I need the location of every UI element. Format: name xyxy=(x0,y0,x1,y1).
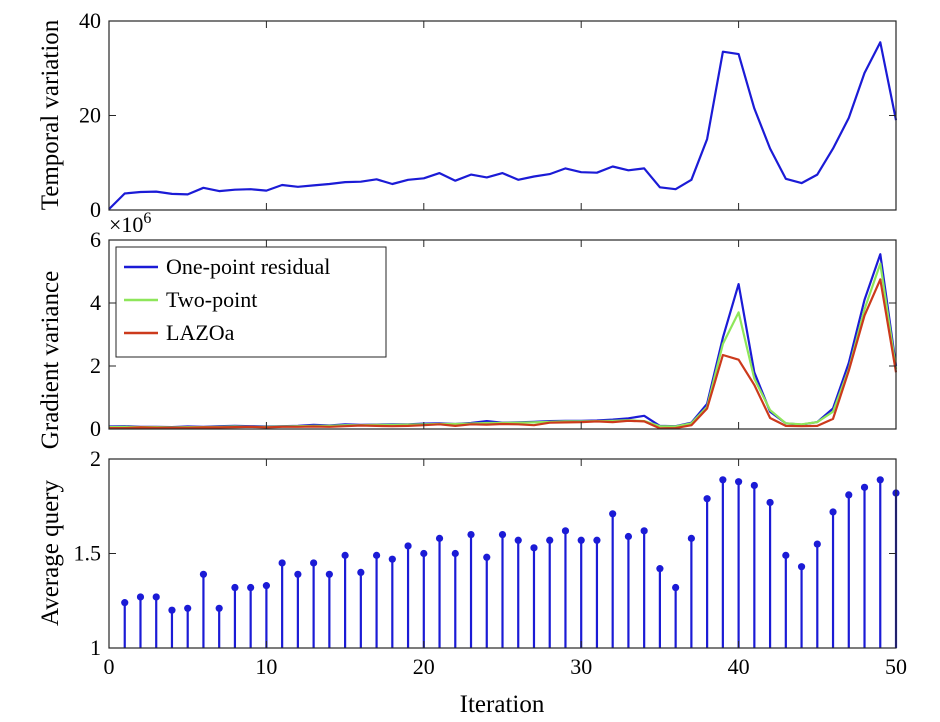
stem-marker xyxy=(609,510,617,518)
x-tick-label: 30 xyxy=(570,654,592,679)
stem-marker xyxy=(577,536,585,544)
stem-marker xyxy=(672,583,680,592)
y-tick-label: 1 xyxy=(90,635,101,660)
stem-marker xyxy=(325,570,333,578)
stem-marker xyxy=(703,495,711,503)
legend-label-lazoa: LAZOa xyxy=(166,320,235,345)
stem-marker xyxy=(514,536,522,544)
average-query-plot xyxy=(121,476,900,648)
x-axis-label: Iteration xyxy=(460,691,545,718)
x-tick-label: 20 xyxy=(413,654,435,679)
stem-marker xyxy=(546,536,554,544)
average-query-panel: 11.520 10 20 30 40 50 Average query Iteration xyxy=(37,446,907,718)
temporal-variation-line xyxy=(108,41,898,210)
legend-box xyxy=(115,246,387,358)
stem-marker xyxy=(184,604,192,612)
stem-marker xyxy=(640,527,648,535)
stem-marker xyxy=(247,583,255,592)
stem-marker xyxy=(136,593,145,601)
x-tick-label: 40 xyxy=(728,654,750,679)
y-tick-label: 2 xyxy=(90,446,101,471)
stem-marker xyxy=(121,599,129,607)
gradient-variance-axes xyxy=(108,239,897,430)
temporal-variation-plot xyxy=(108,41,898,210)
stem-marker xyxy=(735,478,743,486)
stem-marker xyxy=(357,568,365,577)
exponent-power: 6 xyxy=(143,210,151,227)
stem-marker xyxy=(561,527,570,535)
y-tick-label: 2 xyxy=(90,353,101,378)
stem-marker xyxy=(404,542,412,550)
y-tick-label: 1.5 xyxy=(74,541,102,566)
gradient-variance-ylabel: Gradient variance xyxy=(37,271,64,449)
stem-marker xyxy=(199,570,208,578)
stem-marker xyxy=(278,559,286,567)
temporal-variation-axes xyxy=(108,20,897,211)
stem-marker xyxy=(467,531,475,539)
temporal-variation-ylabel: Temporal variation xyxy=(37,19,64,210)
legend: One-point residual Two-point LAZOa xyxy=(115,246,387,358)
stem-marker xyxy=(624,532,633,541)
gradient-variance-plot xyxy=(108,253,898,430)
average-query-ylabel: Average query xyxy=(37,480,64,626)
series-line-lazoa xyxy=(109,278,898,430)
gradient-variance-ticks: 0 2 4 6 xyxy=(90,227,897,441)
y-tick-label: 20 xyxy=(79,103,101,128)
y-tick-label: 40 xyxy=(79,8,101,33)
stem-marker xyxy=(593,536,601,544)
average-query-ticks: 11.520 10 20 30 40 50 xyxy=(74,446,908,679)
stem-marker xyxy=(388,555,396,563)
stem-marker xyxy=(845,491,853,499)
stem-marker xyxy=(797,563,806,571)
stem-marker xyxy=(152,593,160,601)
temporal-variation-panel: 0 20 40 Temporal variation xyxy=(37,8,898,222)
stem-marker xyxy=(310,559,318,567)
stem-marker xyxy=(829,508,837,516)
stem-marker xyxy=(294,570,302,578)
temporal-variation-ticks: 0 20 40 xyxy=(79,8,897,222)
y-tick-label: 4 xyxy=(90,290,101,315)
x-tick-label: 10 xyxy=(255,654,277,679)
stem-marker xyxy=(435,534,444,542)
legend-label-two-point: Two-point xyxy=(166,287,257,312)
stem-marker xyxy=(656,565,664,573)
stem-marker xyxy=(860,483,869,491)
stem-marker xyxy=(215,604,223,612)
stem-marker xyxy=(750,481,758,490)
stem-marker xyxy=(483,553,491,561)
stem-marker xyxy=(231,583,239,592)
stem-marker xyxy=(262,582,270,590)
stem-marker xyxy=(719,476,727,484)
stem-marker xyxy=(498,531,507,539)
stem-marker xyxy=(687,534,695,542)
y-tick-label: 6 xyxy=(90,227,101,252)
exponent-label: ×106 xyxy=(109,210,151,237)
stem-marker xyxy=(451,549,459,558)
stem-marker xyxy=(372,551,381,559)
x-tick-label: 0 xyxy=(104,654,115,679)
stem-marker xyxy=(876,476,884,484)
stem-marker xyxy=(530,544,538,552)
legend-label-one-point: One-point residual xyxy=(166,254,330,279)
stem-marker xyxy=(813,540,821,548)
stem-marker xyxy=(782,551,790,559)
stem-marker xyxy=(420,549,428,558)
stem-marker xyxy=(341,551,349,559)
exponent-base: ×10 xyxy=(109,212,143,237)
y-tick-label: 0 xyxy=(90,416,101,441)
y-tick-label: 0 xyxy=(90,197,101,222)
stem-marker xyxy=(168,606,176,614)
stem-marker xyxy=(766,498,774,507)
x-tick-label: 50 xyxy=(885,654,907,679)
